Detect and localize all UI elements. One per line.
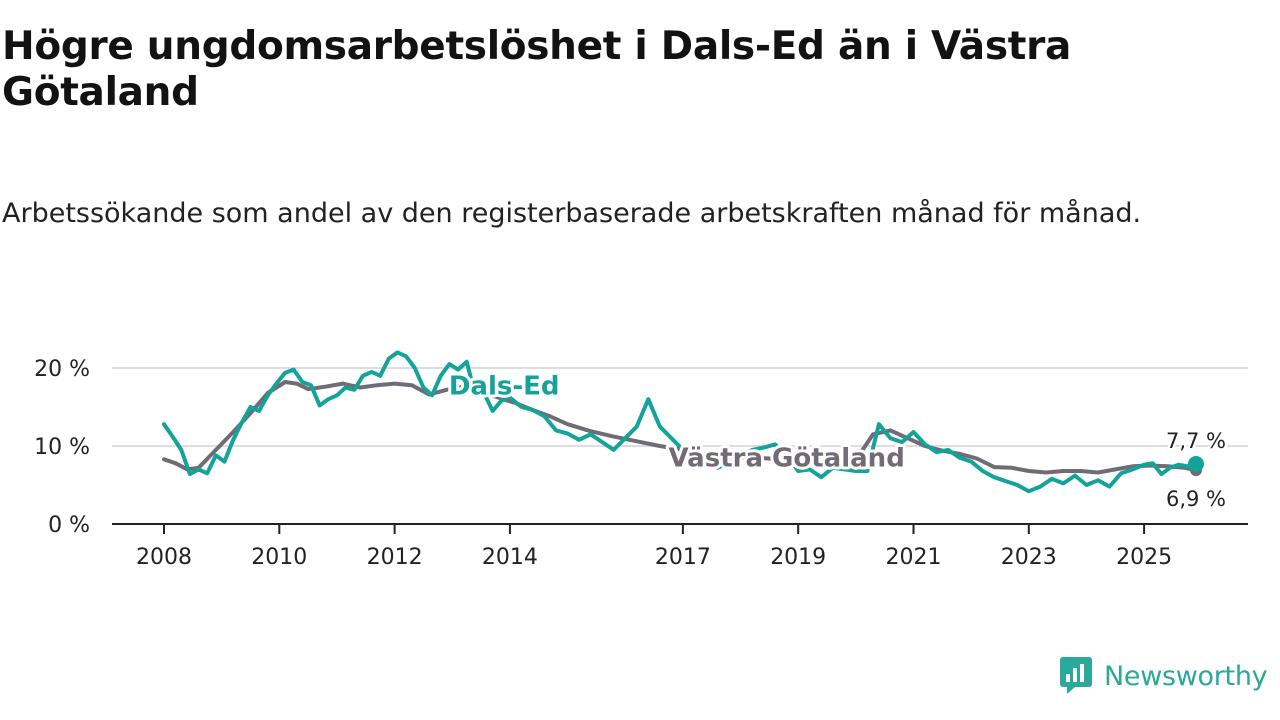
series-layer <box>162 350 1204 494</box>
y-tick-label: 0 % <box>48 513 90 538</box>
chart-title: Högre ungdomsarbetslöshet i Dals-Ed än i… <box>2 24 1072 115</box>
x-tick-label: 2014 <box>482 545 538 570</box>
series-line-dals-ed <box>162 350 1198 494</box>
x-tick-label: 2008 <box>136 545 192 570</box>
label-dals-ed: Dals-Ed <box>449 372 560 402</box>
series-labels: Västra Götaland Dals-Ed 7,7 % 6,9 % <box>446 369 1229 514</box>
x-tick-label: 2012 <box>367 545 423 570</box>
label-vastra-gotaland: Västra Götaland <box>668 443 904 473</box>
end-label-dals-ed: 7,7 % <box>1166 429 1226 453</box>
end-label-vastra-gotaland: 6,9 % <box>1166 487 1226 511</box>
brand-logo: Newsworthy <box>1058 654 1268 698</box>
x-tick-label: 2023 <box>1001 545 1057 570</box>
chart-subtitle: Arbetssökande som andel av den registerb… <box>2 198 1142 229</box>
y-tick-label: 20 % <box>34 357 90 382</box>
x-tick-label: 2019 <box>770 545 826 570</box>
newsworthy-logo-icon <box>1060 657 1092 694</box>
x-tick-label: 2017 <box>655 545 711 570</box>
x-tick-label: 2010 <box>251 545 307 570</box>
brand-name: Newsworthy <box>1104 660 1268 692</box>
x-axis-ticks: 2008 2010 2012 2014 2017 2019 2021 2023 2025 <box>136 524 1172 570</box>
end-point <box>1188 455 1204 472</box>
x-tick-label: 2025 <box>1116 545 1172 570</box>
y-tick-label: 10 % <box>34 435 90 460</box>
grid-layer <box>112 367 1248 447</box>
y-axis-ticks: 0 % 10 % 20 % <box>34 357 90 538</box>
line-chart: 0 % 10 % 20 % 2008 2010 2012 2014 2017 2019 2021… <box>34 350 1248 570</box>
x-tick-label: 2021 <box>885 545 941 570</box>
